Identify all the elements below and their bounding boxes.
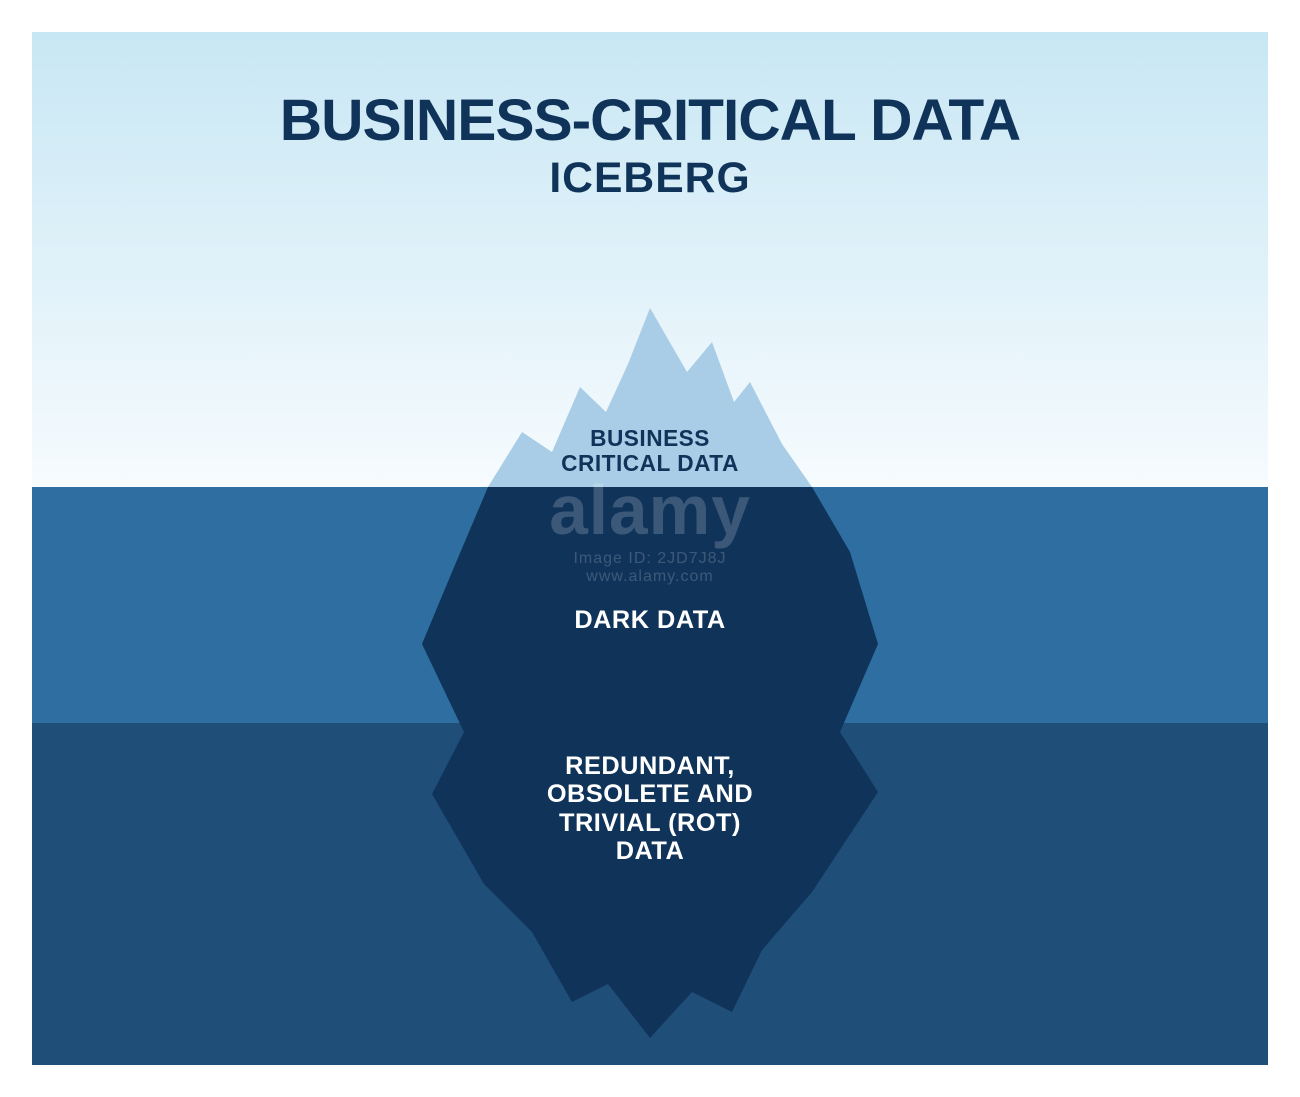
label-mid: DARK DATA	[32, 606, 1268, 634]
label-tip-line-1: BUSINESS	[32, 426, 1268, 451]
watermark-url: www.alamy.com	[0, 568, 1300, 586]
label-bottom-line-1: REDUNDANT,	[32, 752, 1268, 780]
watermark-brand: alamy	[0, 470, 1300, 550]
watermark: alamy Image ID: 2JD7J8J www.alamy.com	[0, 470, 1300, 586]
watermark-id: Image ID: 2JD7J8J	[0, 550, 1300, 568]
label-bottom-line-3: TRIVIAL (ROT)	[32, 809, 1268, 837]
label-bottom-line-4: DATA	[32, 837, 1268, 865]
infographic-stage: BUSINESS-CRITICAL DATA ICEBERG BUSINESS …	[0, 0, 1300, 1097]
label-bottom-line-2: OBSOLETE AND	[32, 780, 1268, 808]
title-block: BUSINESS-CRITICAL DATA ICEBERG	[32, 90, 1268, 200]
title-sub: ICEBERG	[32, 156, 1268, 201]
title-main: BUSINESS-CRITICAL DATA	[32, 90, 1268, 152]
label-bottom: REDUNDANT, OBSOLETE AND TRIVIAL (ROT) DA…	[32, 752, 1268, 865]
label-mid-line-1: DARK DATA	[32, 606, 1268, 634]
